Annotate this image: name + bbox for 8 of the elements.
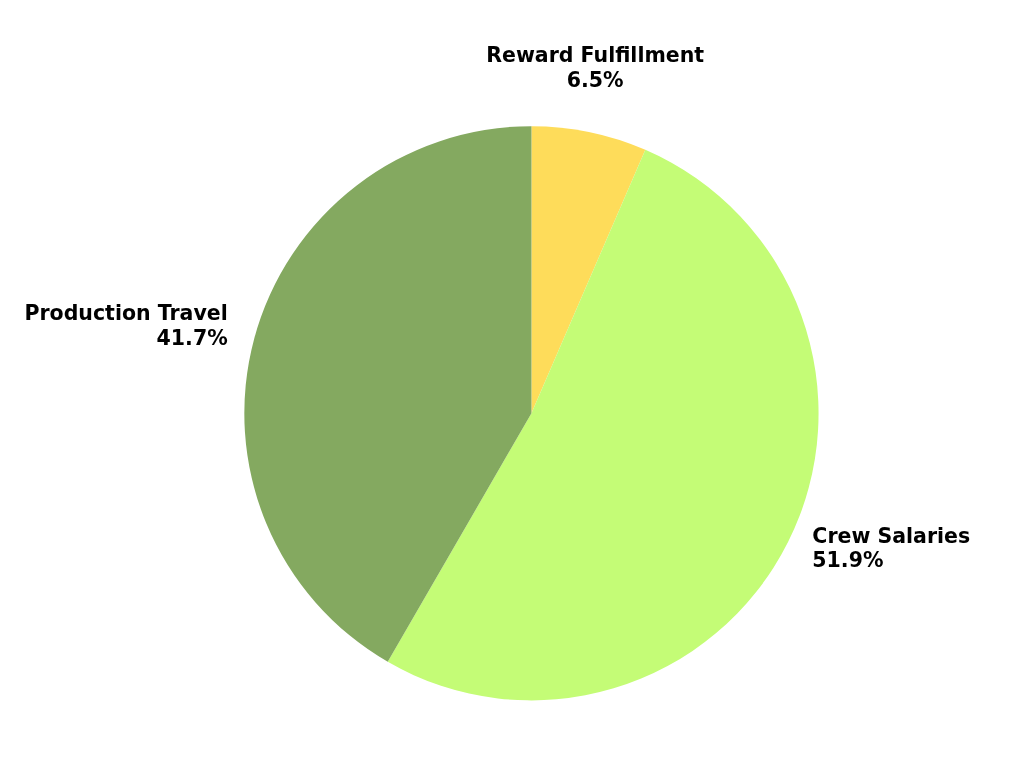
data-label: 6.5% (566, 67, 624, 92)
data-label: 41.7% (156, 325, 228, 350)
slice-label: Production Travel (24, 301, 228, 326)
slice-label: Reward Fulfillment (486, 43, 705, 68)
data-label: 51.9% (812, 548, 884, 573)
pie-slice (244, 126, 532, 662)
slice-label: Crew Salaries (812, 523, 971, 548)
pie-slice (531, 126, 646, 414)
